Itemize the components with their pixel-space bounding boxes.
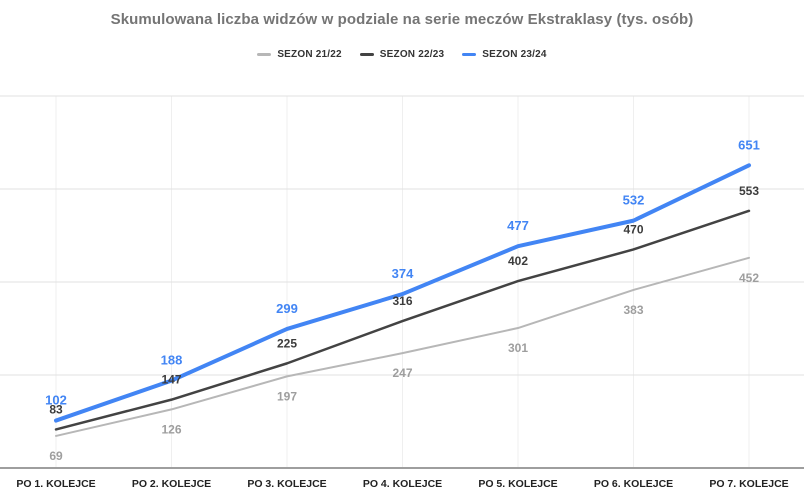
x-axis-label: PO 3. KOLEJCE [247, 478, 326, 490]
series-line-sezon-21-22 [55, 256, 750, 437]
x-axis-label: PO 6. KOLEJCE [594, 478, 673, 490]
legend-item-sezon-22-23: SEZON 22/23 [359, 49, 445, 60]
legend-line-marker-icon [462, 53, 477, 56]
x-axis-label: PO 1. KOLEJCE [16, 478, 95, 490]
legend-label-sezon-21-22: SEZON 21/22 [277, 49, 342, 60]
data-label-sezon-21-22: 452 [739, 271, 759, 285]
data-label-sezon-23-24: 188 [161, 353, 183, 368]
data-label-sezon-21-22: 197 [277, 389, 297, 403]
data-label-sezon-23-24: 299 [276, 301, 298, 316]
x-axis-label: PO 4. KOLEJCE [363, 478, 442, 490]
data-label-sezon-23-24: 374 [392, 266, 414, 281]
x-axis-label: PO 2. KOLEJCE [132, 478, 211, 490]
legend-label-sezon-23-24: SEZON 23/24 [482, 49, 547, 60]
data-label-sezon-23-24: 102 [45, 393, 67, 408]
data-label-sezon-21-22: 126 [161, 422, 181, 436]
data-label-sezon-23-24: 651 [738, 137, 760, 152]
data-label-sezon-23-24: 477 [507, 218, 529, 233]
data-label-sezon-22-23: 83 [49, 402, 63, 416]
data-label-sezon-21-22: 69 [49, 449, 63, 463]
data-label-sezon-22-23: 470 [623, 222, 643, 236]
legend-item-sezon-23-24: SEZON 23/24 [462, 49, 546, 60]
legend-line-marker-icon [359, 53, 374, 56]
series-line-sezon-23-24 [54, 163, 751, 423]
data-label-sezon-22-23: 316 [392, 294, 412, 308]
data-label-sezon-21-22: 383 [623, 303, 643, 317]
data-label-sezon-23-24: 532 [623, 193, 645, 208]
x-axis-label: PO 7. KOLEJCE [709, 478, 788, 490]
data-label-sezon-22-23: 553 [739, 184, 759, 198]
legend-label-sezon-22-23: SEZON 22/23 [379, 49, 445, 60]
legend-line-marker-icon [257, 53, 272, 56]
legend-item-sezon-21-22: SEZON 21/22 [257, 49, 342, 60]
x-axis-label: PO 5. KOLEJCE [478, 478, 557, 490]
data-label-sezon-22-23: 402 [508, 254, 528, 268]
series-line-sezon-22-23 [54, 209, 751, 431]
data-label-sezon-22-23: 147 [161, 373, 181, 387]
chart-title: Skumulowana liczba widzów w podziale na … [110, 11, 694, 28]
data-label-sezon-21-22: 247 [392, 366, 412, 380]
legend: SEZON 21/22 SEZON 22/23 SEZON 23/24 [0, 49, 804, 60]
data-label-sezon-22-23: 225 [277, 336, 297, 350]
data-label-sezon-21-22: 301 [508, 341, 528, 355]
